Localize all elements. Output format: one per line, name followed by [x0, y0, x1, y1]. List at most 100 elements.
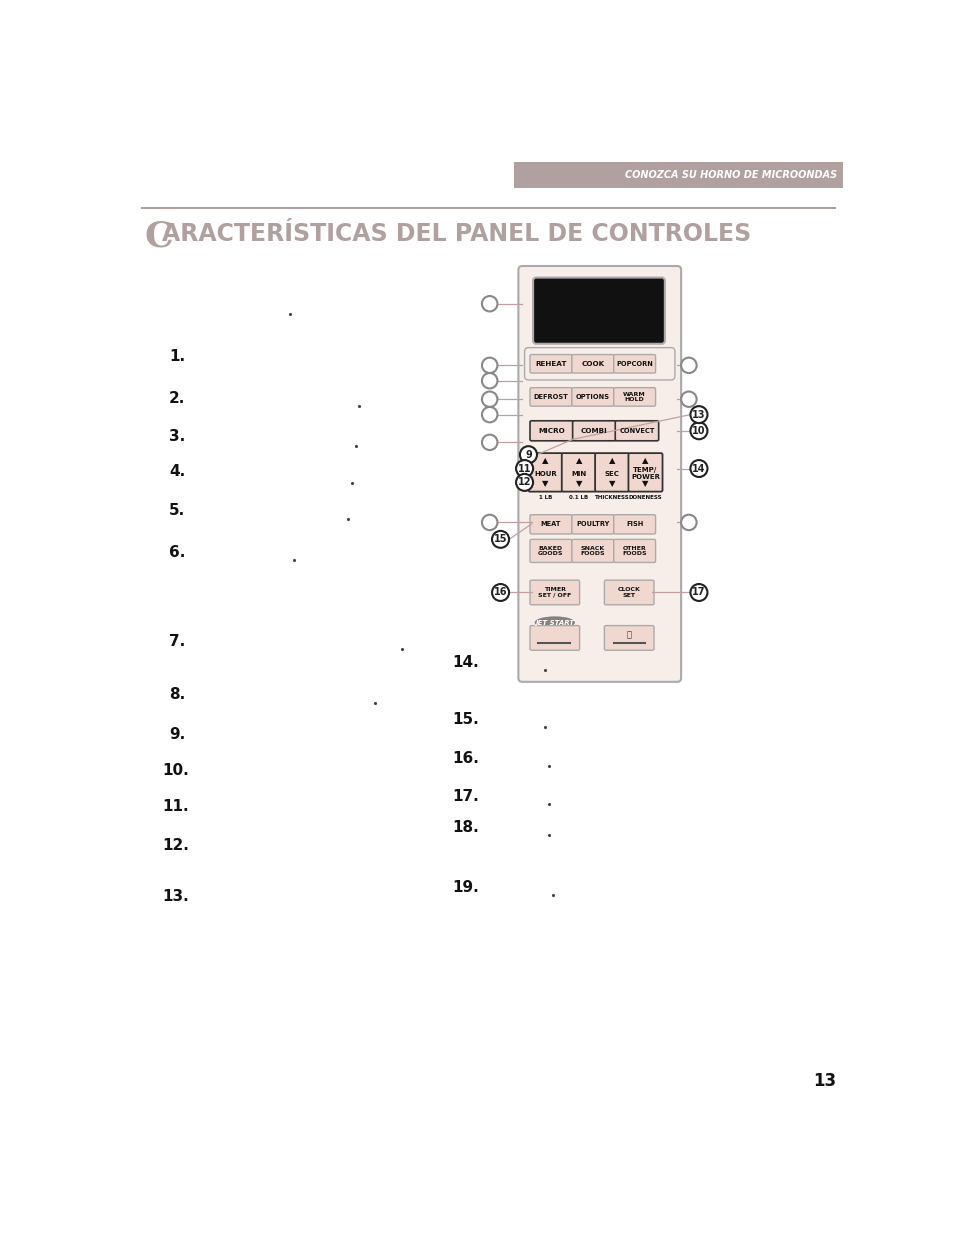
Circle shape: [690, 406, 707, 424]
Text: 16: 16: [494, 588, 507, 598]
Circle shape: [481, 373, 497, 389]
FancyBboxPatch shape: [530, 540, 571, 562]
Text: COMBI: COMBI: [580, 427, 607, 433]
Circle shape: [481, 296, 497, 311]
Circle shape: [690, 461, 707, 477]
Text: 5.: 5.: [169, 503, 185, 517]
Text: 12.: 12.: [162, 837, 189, 852]
Text: SNACK
FOODS: SNACK FOODS: [579, 546, 604, 556]
Text: DEFROST: DEFROST: [533, 394, 568, 400]
Text: ARACTERÍSTICAS DEL PANEL DE CONTROLES: ARACTERÍSTICAS DEL PANEL DE CONTROLES: [162, 222, 750, 247]
Text: 7.: 7.: [169, 634, 185, 648]
Text: HOUR: HOUR: [534, 471, 557, 477]
Ellipse shape: [534, 616, 575, 629]
Text: ▼: ▼: [541, 479, 548, 488]
Text: ▼: ▼: [641, 479, 648, 488]
Text: 11.: 11.: [162, 799, 189, 814]
Text: ▲: ▲: [575, 456, 581, 464]
Text: 13: 13: [692, 410, 705, 420]
Text: 13: 13: [812, 1072, 835, 1091]
Text: ▼: ▼: [575, 479, 581, 488]
Circle shape: [492, 531, 509, 548]
FancyBboxPatch shape: [604, 580, 654, 605]
Circle shape: [481, 358, 497, 373]
Text: FISH: FISH: [625, 521, 642, 527]
Text: CLOCK
SET: CLOCK SET: [618, 587, 640, 598]
Text: TEMP/
POWER: TEMP/ POWER: [630, 467, 659, 480]
Text: 14: 14: [692, 463, 705, 473]
Text: CONOZCA SU HORNO DE MICROONDAS: CONOZCA SU HORNO DE MICROONDAS: [624, 170, 836, 180]
Text: 🔒: 🔒: [626, 630, 631, 640]
Text: 17.: 17.: [452, 789, 478, 804]
Text: 10.: 10.: [162, 763, 189, 778]
Circle shape: [481, 435, 497, 450]
Text: 9.: 9.: [169, 727, 185, 742]
Text: 18.: 18.: [452, 820, 478, 835]
Text: POULTRY: POULTRY: [576, 521, 609, 527]
FancyBboxPatch shape: [613, 354, 655, 373]
FancyBboxPatch shape: [572, 421, 616, 441]
Circle shape: [481, 515, 497, 530]
Circle shape: [516, 461, 533, 477]
Text: SEC: SEC: [604, 471, 618, 477]
Text: 17: 17: [692, 588, 705, 598]
Text: 1 LB: 1 LB: [538, 495, 552, 500]
Text: TIMER
SET / OFF: TIMER SET / OFF: [537, 587, 571, 598]
Circle shape: [516, 474, 533, 490]
Text: 8.: 8.: [169, 688, 185, 703]
FancyBboxPatch shape: [613, 540, 655, 562]
Text: BAKED
GOODS: BAKED GOODS: [537, 546, 563, 556]
Text: 11: 11: [517, 463, 531, 473]
FancyBboxPatch shape: [613, 388, 655, 406]
FancyBboxPatch shape: [517, 266, 680, 682]
Text: 10: 10: [692, 426, 705, 436]
FancyBboxPatch shape: [604, 626, 654, 651]
Circle shape: [680, 515, 696, 530]
FancyBboxPatch shape: [571, 388, 613, 406]
Text: DONENESS: DONENESS: [628, 495, 661, 500]
FancyBboxPatch shape: [530, 626, 579, 651]
Text: 9: 9: [524, 450, 531, 459]
FancyBboxPatch shape: [530, 515, 571, 534]
Text: POPCORN: POPCORN: [616, 361, 653, 367]
FancyBboxPatch shape: [530, 388, 571, 406]
Circle shape: [690, 422, 707, 440]
Text: THICKNESS: THICKNESS: [594, 495, 629, 500]
Circle shape: [481, 406, 497, 422]
Text: CONVECT: CONVECT: [618, 427, 654, 433]
FancyBboxPatch shape: [628, 453, 661, 492]
FancyBboxPatch shape: [530, 421, 573, 441]
Text: JET START: JET START: [535, 620, 574, 625]
FancyBboxPatch shape: [530, 354, 571, 373]
FancyBboxPatch shape: [571, 354, 613, 373]
Circle shape: [680, 391, 696, 406]
Text: 2.: 2.: [169, 391, 185, 406]
Circle shape: [492, 584, 509, 601]
Text: MEAT: MEAT: [540, 521, 560, 527]
Text: ▲: ▲: [608, 456, 615, 464]
Text: 0.1 LB: 0.1 LB: [569, 495, 588, 500]
Text: OTHER
FOODS: OTHER FOODS: [621, 546, 646, 556]
Text: 3.: 3.: [169, 430, 185, 445]
FancyBboxPatch shape: [615, 421, 658, 441]
Text: ▼: ▼: [608, 479, 615, 488]
Text: MICRO: MICRO: [537, 427, 564, 433]
FancyBboxPatch shape: [530, 580, 579, 605]
Text: 15: 15: [494, 535, 507, 545]
FancyBboxPatch shape: [533, 278, 664, 343]
Text: 4.: 4.: [169, 464, 185, 479]
Text: MIN: MIN: [571, 471, 586, 477]
FancyBboxPatch shape: [561, 453, 596, 492]
Text: WARM
HOLD: WARM HOLD: [622, 391, 645, 403]
Circle shape: [481, 391, 497, 406]
Text: REHEAT: REHEAT: [535, 361, 566, 367]
FancyBboxPatch shape: [613, 515, 655, 534]
Text: 13.: 13.: [162, 889, 189, 904]
FancyBboxPatch shape: [571, 540, 613, 562]
FancyBboxPatch shape: [595, 453, 629, 492]
Text: 19.: 19.: [452, 879, 478, 895]
Text: 15.: 15.: [452, 713, 478, 727]
Text: 12: 12: [517, 478, 531, 488]
Text: COOK: COOK: [580, 361, 603, 367]
Text: 14.: 14.: [452, 655, 478, 671]
